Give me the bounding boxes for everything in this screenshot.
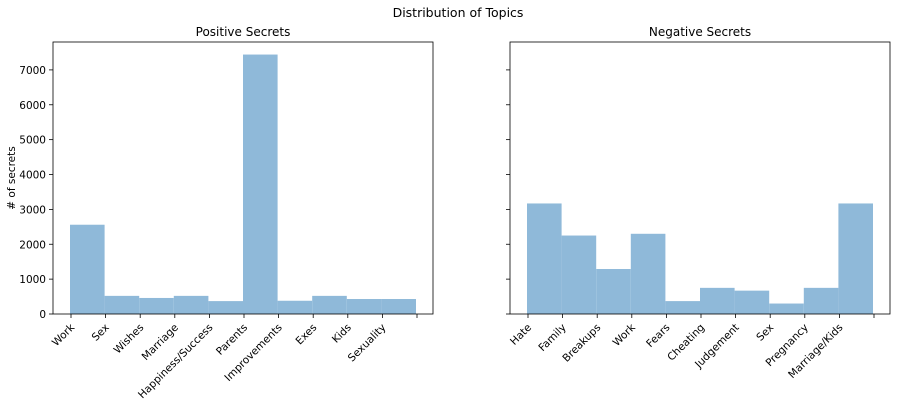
bar-breakups bbox=[596, 269, 631, 314]
x-tick-label: Wishes bbox=[112, 322, 147, 357]
y-tick-label: 6000 bbox=[19, 100, 46, 112]
y-tick-label: 4000 bbox=[19, 170, 46, 182]
bar-cheating bbox=[700, 287, 735, 314]
x-tick-label: Sex bbox=[90, 322, 112, 344]
panel-title: Negative Secrets bbox=[649, 25, 751, 39]
bar-marriage-kids bbox=[838, 203, 873, 314]
y-tick-label: 0 bbox=[39, 309, 46, 321]
axes-frame bbox=[509, 41, 891, 315]
bar-exes bbox=[312, 295, 347, 314]
x-tick-label: Work bbox=[50, 321, 78, 349]
y-tick-label: 7000 bbox=[19, 65, 46, 77]
bar-pregnancy bbox=[803, 287, 839, 314]
x-tick-label: Work bbox=[611, 321, 639, 349]
x-tick-label: Fears bbox=[644, 322, 672, 350]
x-tick-label: Breakups bbox=[560, 322, 603, 365]
bar-hate bbox=[527, 203, 562, 314]
bar-improvements bbox=[277, 300, 313, 314]
bar-kids bbox=[346, 299, 382, 314]
bar-parents bbox=[243, 54, 278, 315]
bar-work bbox=[70, 224, 105, 314]
bar-wishes bbox=[139, 297, 174, 314]
bar-sex bbox=[104, 295, 140, 314]
panel-title: Positive Secrets bbox=[196, 25, 291, 39]
x-tick-label: Family bbox=[536, 322, 568, 354]
y-tick-label: 5000 bbox=[19, 135, 46, 147]
y-axis-label: # of secrets bbox=[6, 146, 18, 209]
x-tick-label: Sexuality bbox=[346, 322, 389, 365]
bar-judgement bbox=[734, 290, 770, 314]
bar-family bbox=[561, 235, 597, 314]
y-tick-label: 1000 bbox=[19, 274, 46, 286]
y-tick-label: 2000 bbox=[19, 239, 46, 251]
figure-title: Distribution of Topics bbox=[393, 5, 524, 20]
axes-frame bbox=[52, 41, 434, 315]
x-tick-label: Kids bbox=[330, 322, 354, 346]
bar-fears bbox=[665, 301, 700, 314]
bar-sex bbox=[769, 303, 804, 314]
bar-marriage bbox=[173, 295, 209, 314]
x-tick-label: Exes bbox=[294, 322, 320, 348]
x-tick-label: Sex bbox=[754, 322, 776, 344]
bar-sexuality bbox=[381, 299, 416, 314]
bar-work bbox=[630, 233, 666, 314]
bar-happiness-success bbox=[208, 301, 243, 314]
chart-panel-1: 0 1000 2000 3000 4000 5000 6000 7000 Work Sex Wish… bbox=[6, 25, 434, 401]
x-tick-label: Hate bbox=[508, 322, 534, 348]
y-tick-label: 3000 bbox=[19, 204, 46, 216]
